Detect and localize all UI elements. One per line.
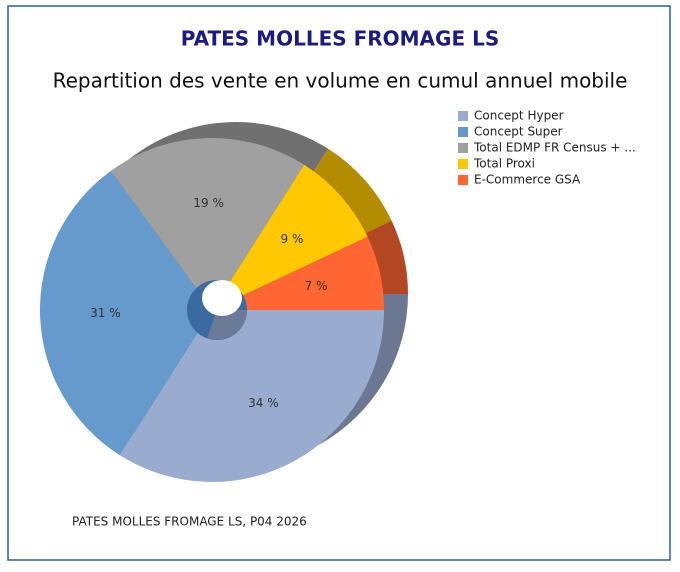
data-label: 7 % <box>305 279 328 293</box>
chart-subtitle: Repartition des vente en volume en cumul… <box>53 69 628 93</box>
legend-swatch <box>458 175 468 185</box>
legend-label: Total EDMP FR Census + ... <box>473 141 636 155</box>
legend-swatch <box>458 159 468 169</box>
pie-slice <box>212 236 384 310</box>
pie: 34 % 31 % 19 % 9 % 7 % <box>40 138 384 482</box>
pie-slice <box>119 310 384 482</box>
legend-label: Concept Super <box>474 125 563 139</box>
legend-label: E-Commerce GSA <box>474 173 581 187</box>
data-label: 9 % <box>281 232 304 246</box>
chart-title: PATES MOLLES FROMAGE LS <box>181 27 499 51</box>
pie-slice <box>40 170 212 456</box>
pie-hole <box>202 280 242 316</box>
legend-label: Concept Hyper <box>474 109 564 123</box>
legend-label: Total Proxi <box>473 157 535 171</box>
legend-swatch <box>458 111 468 121</box>
pie-slice <box>110 138 305 310</box>
legend-swatch <box>458 127 468 137</box>
pie-hub-shade <box>207 310 247 340</box>
legend-swatch <box>458 143 468 153</box>
data-label: 34 % <box>248 396 279 410</box>
footnote: PATES MOLLES FROMAGE LS, P04 2026 <box>72 515 307 529</box>
pie-slice <box>212 164 368 310</box>
data-label: 19 % <box>193 196 224 210</box>
data-label: 31 % <box>90 306 121 320</box>
